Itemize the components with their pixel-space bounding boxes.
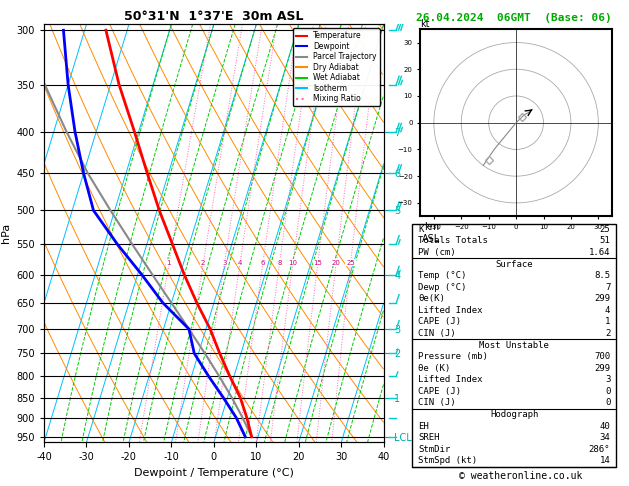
Y-axis label: hPa: hPa xyxy=(1,223,11,243)
Text: 6: 6 xyxy=(260,260,265,266)
Text: CIN (J): CIN (J) xyxy=(418,329,456,338)
Text: Totals Totals: Totals Totals xyxy=(418,236,488,245)
Text: 3: 3 xyxy=(605,375,610,384)
Text: EH: EH xyxy=(418,421,429,431)
Text: 286°: 286° xyxy=(589,445,610,454)
Text: Most Unstable: Most Unstable xyxy=(479,341,549,349)
Text: CAPE (J): CAPE (J) xyxy=(418,387,461,396)
Y-axis label: km
ASL: km ASL xyxy=(422,223,440,244)
Text: Surface: Surface xyxy=(496,260,533,269)
Text: 4: 4 xyxy=(238,260,242,266)
Text: 25: 25 xyxy=(599,225,610,234)
Text: Dewp (°C): Dewp (°C) xyxy=(418,283,467,292)
Text: © weatheronline.co.uk: © weatheronline.co.uk xyxy=(459,471,582,481)
Text: StmSpd (kt): StmSpd (kt) xyxy=(418,456,477,465)
Text: 25: 25 xyxy=(346,260,355,266)
Text: 3: 3 xyxy=(222,260,226,266)
Text: kt: kt xyxy=(420,19,430,29)
Text: 4: 4 xyxy=(605,306,610,315)
Text: Hodograph: Hodograph xyxy=(490,410,538,419)
Text: 34: 34 xyxy=(599,433,610,442)
Text: 26.04.2024  06GMT  (Base: 06): 26.04.2024 06GMT (Base: 06) xyxy=(416,13,612,23)
Text: 8: 8 xyxy=(277,260,282,266)
Text: K: K xyxy=(418,225,423,234)
Text: 1.64: 1.64 xyxy=(589,248,610,257)
Text: 10: 10 xyxy=(288,260,298,266)
Text: 1: 1 xyxy=(167,260,171,266)
Text: 700: 700 xyxy=(594,352,610,361)
Title: 50°31'N  1°37'E  30m ASL: 50°31'N 1°37'E 30m ASL xyxy=(124,10,304,23)
Text: CAPE (J): CAPE (J) xyxy=(418,317,461,327)
Text: CIN (J): CIN (J) xyxy=(418,399,456,407)
X-axis label: Dewpoint / Temperature (°C): Dewpoint / Temperature (°C) xyxy=(134,468,294,478)
Text: 8.5: 8.5 xyxy=(594,271,610,280)
Text: 15: 15 xyxy=(313,260,322,266)
Text: 14: 14 xyxy=(599,456,610,465)
Legend: Temperature, Dewpoint, Parcel Trajectory, Dry Adiabat, Wet Adiabat, Isotherm, Mi: Temperature, Dewpoint, Parcel Trajectory… xyxy=(292,28,380,106)
Text: θe (K): θe (K) xyxy=(418,364,450,373)
Text: SREH: SREH xyxy=(418,433,440,442)
Text: 0: 0 xyxy=(605,399,610,407)
Text: 1: 1 xyxy=(605,317,610,327)
Text: 40: 40 xyxy=(599,421,610,431)
Text: 299: 299 xyxy=(594,364,610,373)
Text: 299: 299 xyxy=(594,295,610,303)
Text: Lifted Index: Lifted Index xyxy=(418,375,482,384)
Text: StmDir: StmDir xyxy=(418,445,450,454)
Text: PW (cm): PW (cm) xyxy=(418,248,456,257)
Text: Lifted Index: Lifted Index xyxy=(418,306,482,315)
Text: 51: 51 xyxy=(599,236,610,245)
Text: Temp (°C): Temp (°C) xyxy=(418,271,467,280)
Text: 7: 7 xyxy=(605,283,610,292)
Text: 2: 2 xyxy=(605,329,610,338)
Text: 0: 0 xyxy=(605,387,610,396)
Text: θe(K): θe(K) xyxy=(418,295,445,303)
Text: 2: 2 xyxy=(201,260,205,266)
Text: Pressure (mb): Pressure (mb) xyxy=(418,352,488,361)
Text: 20: 20 xyxy=(331,260,340,266)
